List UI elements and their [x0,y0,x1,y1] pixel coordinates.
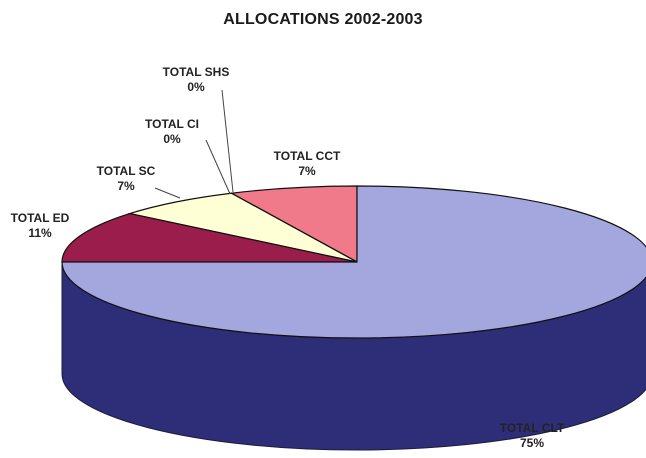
slice-percent-total-cct: 7% [298,164,316,178]
leader-line-total-sc [154,187,181,199]
slice-percent-total-ci: 0% [163,132,181,146]
leader-line-total-ci [205,139,231,195]
slice-percent-total-clt: 75% [520,436,544,450]
slice-percent-total-sc: 7% [117,179,135,193]
leader-line-total-shs [221,89,234,193]
pie-slice-total-clt [61,185,646,339]
pie-slice-total-ed [61,212,358,263]
pie-top [61,185,646,339]
pie-slice-total-sc [127,192,358,263]
slice-label-total-cct: TOTAL CCT [274,149,341,163]
slice-label-total-sc: TOTAL SC [97,164,156,178]
slice-label-total-ci: TOTAL CI [145,117,199,131]
slice-percent-total-shs: 0% [187,80,205,94]
chart-title: ALLOCATIONS 2002-2003 [223,11,423,28]
pie-slice-total-cct [229,185,358,264]
slice-label-total-shs: TOTAL SHS [163,65,230,79]
slice-label-total-clt: TOTAL CLT [500,421,565,435]
slice-label-total-ed: TOTAL ED [11,211,70,225]
slice-percent-total-ed: 11% [28,226,52,240]
